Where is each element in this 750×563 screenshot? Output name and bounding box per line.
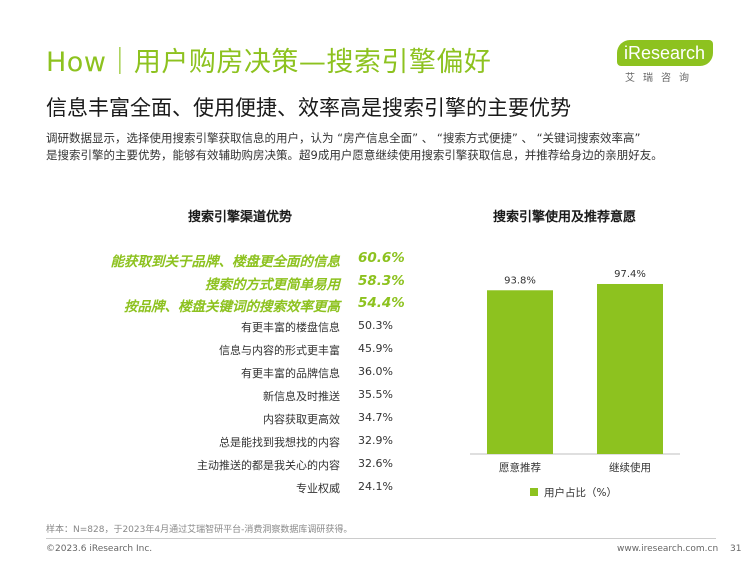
advantage-row: 有更丰富的楼盘信息 50.3% — [60, 319, 420, 339]
sample-note: 样本：N=828，于2023年4月通过艾瑞智研平台-消费洞察数据库调研获得。 — [46, 525, 353, 535]
advantage-value: 54.4% — [358, 295, 405, 311]
footer-divider — [46, 538, 716, 539]
advantage-row: 搜索的方式更简单易用 58.3% — [60, 273, 420, 293]
bar-2 — [597, 283, 663, 454]
advantage-label: 有更丰富的品牌信息 — [241, 367, 340, 380]
legend-label: 用户占比（%） — [544, 486, 617, 499]
category-label: 继续使用 — [609, 461, 651, 474]
advantage-label: 专业权威 — [296, 482, 340, 495]
website-url: www.iresearch.com.cn — [617, 544, 719, 554]
advantage-label: 内容获取更高效 — [263, 413, 340, 426]
advantage-row: 信息与内容的形式更丰富 45.9% — [60, 342, 420, 362]
advantage-value: 58.3% — [358, 272, 405, 289]
advantage-label: 按品牌、楼盘关键词的搜索效率更高 — [124, 299, 340, 315]
page-number: 31 — [730, 544, 742, 554]
advantage-value: 32.9% — [358, 434, 393, 447]
advantage-label: 有更丰富的楼盘信息 — [241, 321, 340, 334]
legend-swatch — [530, 488, 538, 496]
advantage-label: 新信息及时推送 — [263, 390, 340, 403]
category-label: 愿意推荐 — [499, 461, 541, 474]
advantage-row: 专业权威 24.1% — [60, 480, 420, 500]
description-line-1: 调研数据显示，选择使用搜索引擎获取信息的用户，认为 “房产信息全面” 、 “搜索… — [46, 131, 641, 145]
advantage-value: 45.9% — [358, 342, 393, 355]
advantage-value: 50.3% — [358, 319, 393, 332]
logo-word: iResearch — [624, 43, 706, 63]
left-chart-title: 搜索引擎渠道优势 — [187, 210, 292, 225]
advantage-row: 内容获取更高效 34.7% — [60, 411, 420, 431]
advantage-value: 35.5% — [358, 388, 393, 401]
advantage-value: 60.6% — [358, 250, 405, 266]
advantage-value: 36.0% — [358, 365, 393, 378]
advantage-value: 24.1% — [358, 480, 393, 493]
page-subtitle: 信息丰富全面、使用便捷、效率高是搜索引擎的主要优势 — [46, 96, 571, 120]
iresearch-logo: iResearch 艾瑞咨询 — [617, 40, 717, 84]
description: 调研数据显示，选择使用搜索引擎获取信息的用户，认为 “房产信息全面” 、 “搜索… — [46, 130, 716, 164]
advantage-row: 按品牌、楼盘关键词的搜索效率更高 54.4% — [60, 295, 420, 315]
advantage-label: 主动推送的都是我关心的内容 — [197, 459, 340, 472]
advantage-label: 总是能找到我想找的内容 — [219, 436, 340, 449]
advantage-label: 搜索的方式更简单易用 — [205, 276, 340, 293]
bar-data-label: 97.4% — [614, 269, 646, 280]
page-title: How｜用户购房决策—搜索引擎偏好 — [46, 47, 492, 78]
advantage-value: 34.7% — [358, 411, 393, 424]
advantage-row: 新信息及时推送 35.5% — [60, 388, 420, 408]
description-line-2: 是搜索引擎的主要优势，能够有效辅助购房决策。超9成用户愿意继续使用搜索引擎获取信… — [46, 148, 663, 162]
advantage-label: 能获取到关于品牌、楼盘更全面的信息 — [110, 254, 341, 270]
bar-data-label: 93.8% — [504, 275, 536, 286]
right-chart-title: 搜索引擎使用及推荐意愿 — [492, 210, 636, 225]
advantage-row: 有更丰富的品牌信息 36.0% — [60, 365, 420, 385]
advantage-row: 总是能找到我想找的内容 32.9% — [60, 434, 420, 454]
copyright: ©2023.6 iResearch Inc. — [46, 544, 153, 554]
advantage-value: 32.6% — [358, 457, 393, 470]
logo-mark — [617, 40, 713, 66]
logo-subtitle: 艾瑞咨询 — [625, 73, 697, 84]
advantage-row: 主动推送的都是我关心的内容 32.6% — [60, 457, 420, 477]
advantage-label: 信息与内容的形式更丰富 — [219, 344, 340, 357]
advantage-row: 能获取到关于品牌、楼盘更全面的信息 60.6% — [60, 250, 420, 270]
bar-1 — [487, 290, 553, 454]
